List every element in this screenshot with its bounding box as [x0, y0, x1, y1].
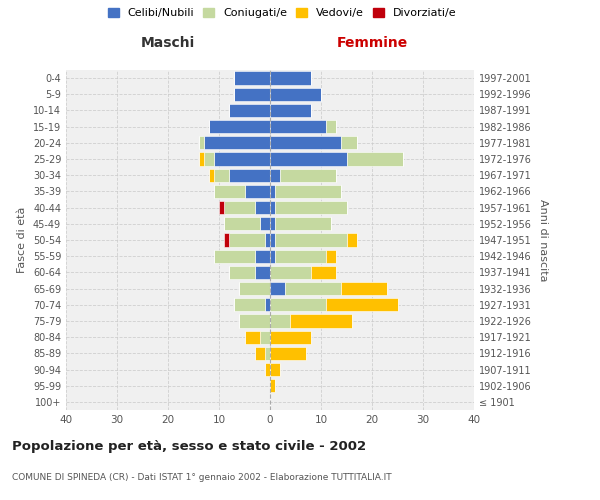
- Bar: [265, 363, 270, 376]
- Bar: [270, 152, 347, 166]
- Bar: [270, 234, 275, 246]
- Bar: [219, 201, 224, 214]
- Bar: [224, 217, 260, 230]
- Bar: [245, 330, 260, 344]
- Bar: [239, 282, 270, 295]
- Bar: [270, 346, 306, 360]
- Bar: [275, 234, 347, 246]
- Bar: [224, 234, 229, 246]
- Bar: [270, 379, 275, 392]
- Bar: [326, 298, 398, 312]
- Bar: [260, 330, 270, 344]
- Bar: [286, 282, 341, 295]
- Bar: [199, 136, 204, 149]
- Bar: [270, 314, 290, 328]
- Bar: [224, 201, 254, 214]
- Bar: [265, 234, 270, 246]
- Bar: [275, 217, 331, 230]
- Bar: [260, 217, 270, 230]
- Bar: [254, 266, 270, 279]
- Bar: [229, 266, 254, 279]
- Bar: [265, 346, 270, 360]
- Bar: [235, 88, 270, 101]
- Bar: [204, 136, 270, 149]
- Bar: [270, 282, 286, 295]
- Bar: [341, 282, 388, 295]
- Bar: [270, 217, 275, 230]
- Bar: [270, 168, 280, 182]
- Bar: [270, 250, 275, 263]
- Text: Maschi: Maschi: [141, 36, 195, 50]
- Bar: [275, 201, 347, 214]
- Bar: [254, 201, 270, 214]
- Bar: [275, 185, 341, 198]
- Bar: [270, 120, 326, 134]
- Bar: [270, 298, 326, 312]
- Bar: [214, 250, 254, 263]
- Y-axis label: Anni di nascita: Anni di nascita: [538, 198, 548, 281]
- Bar: [265, 298, 270, 312]
- Bar: [270, 201, 275, 214]
- Bar: [214, 152, 270, 166]
- Bar: [214, 185, 245, 198]
- Bar: [209, 120, 270, 134]
- Bar: [235, 72, 270, 85]
- Bar: [234, 298, 265, 312]
- Bar: [270, 104, 311, 117]
- Bar: [254, 346, 265, 360]
- Bar: [270, 330, 311, 344]
- Bar: [290, 314, 352, 328]
- Bar: [270, 185, 275, 198]
- Bar: [275, 250, 326, 263]
- Text: Popolazione per età, sesso e stato civile - 2002: Popolazione per età, sesso e stato civil…: [12, 440, 366, 453]
- Text: COMUNE DI SPINEDA (CR) - Dati ISTAT 1° gennaio 2002 - Elaborazione TUTTITALIA.IT: COMUNE DI SPINEDA (CR) - Dati ISTAT 1° g…: [12, 473, 392, 482]
- Bar: [254, 250, 270, 263]
- Bar: [214, 168, 229, 182]
- Legend: Celibi/Nubili, Coniugati/e, Vedovi/e, Divorziati/e: Celibi/Nubili, Coniugati/e, Vedovi/e, Di…: [106, 6, 458, 20]
- Bar: [326, 250, 337, 263]
- Bar: [326, 120, 337, 134]
- Bar: [204, 152, 214, 166]
- Bar: [347, 152, 403, 166]
- Bar: [270, 72, 311, 85]
- Bar: [229, 168, 270, 182]
- Bar: [347, 234, 356, 246]
- Bar: [270, 136, 341, 149]
- Bar: [270, 88, 321, 101]
- Bar: [229, 234, 265, 246]
- Y-axis label: Fasce di età: Fasce di età: [17, 207, 27, 273]
- Bar: [270, 363, 280, 376]
- Text: Femmine: Femmine: [337, 36, 407, 50]
- Bar: [341, 136, 356, 149]
- Bar: [280, 168, 337, 182]
- Bar: [239, 314, 270, 328]
- Bar: [199, 152, 204, 166]
- Bar: [270, 266, 311, 279]
- Bar: [311, 266, 337, 279]
- Bar: [209, 168, 214, 182]
- Bar: [229, 104, 270, 117]
- Bar: [245, 185, 270, 198]
